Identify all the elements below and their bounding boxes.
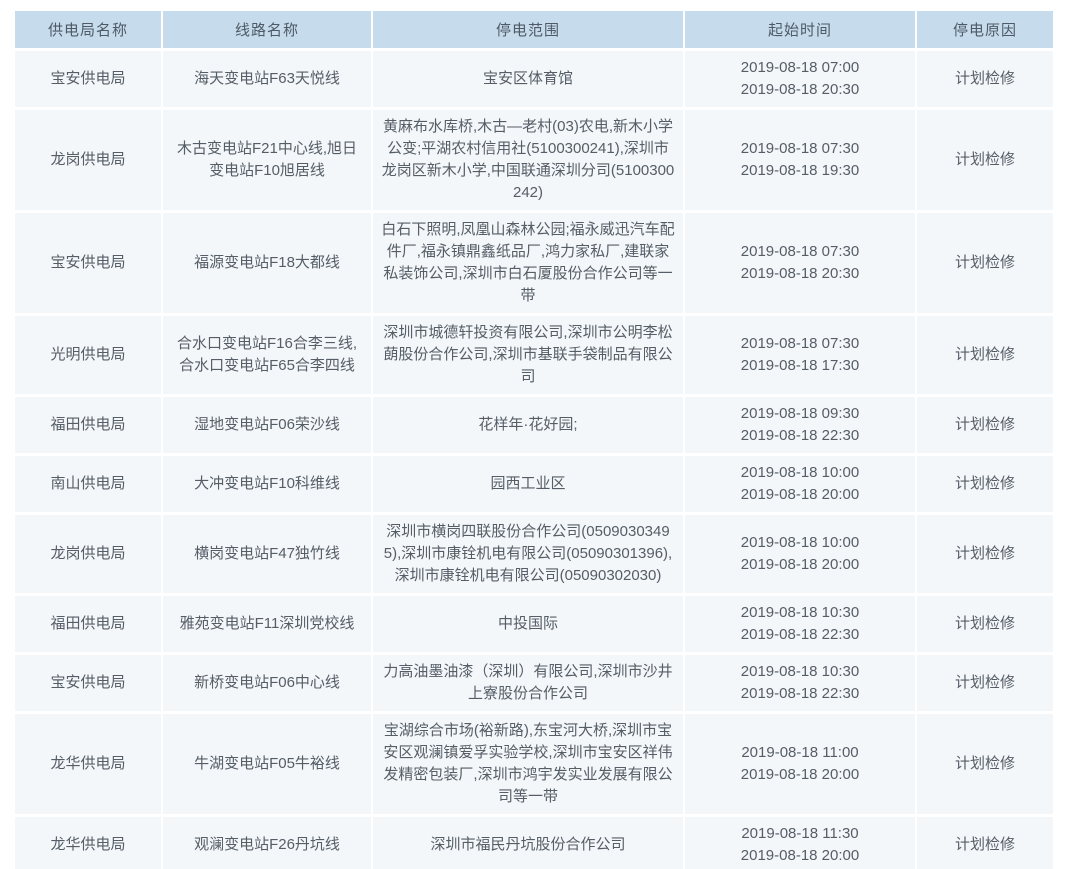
table-row: 龙华供电局 牛湖变电站F05牛裕线 宝湖综合市场(裕新路),东宝河大桥,深圳市宝… xyxy=(14,712,1054,815)
time-end: 2019-08-18 22:30 xyxy=(740,427,860,444)
cell-time: 2019-08-18 07:00 2019-08-18 20:30 xyxy=(684,49,916,108)
cell-scope: 花样年·花好园; xyxy=(372,395,684,454)
table-row: 龙华供电局 观澜变电站F26丹坑线 深圳市福民丹坑股份合作公司 2019-08-… xyxy=(14,815,1054,869)
table-row: 光明供电局 合水口变电站F16合李三线,合水口变电站F65合李四线 深圳市城德轩… xyxy=(14,314,1054,395)
time-start: 2019-08-18 07:00 xyxy=(740,59,860,76)
time-start: 2019-08-18 10:30 xyxy=(740,604,860,621)
col-header-bureau: 供电局名称 xyxy=(14,10,162,49)
time-start: 2019-08-18 07:30 xyxy=(740,243,860,260)
cell-line: 木古变电站F21中心线,旭日变电站F10旭居线 xyxy=(162,108,372,211)
cell-reason: 计划检修 xyxy=(916,594,1054,653)
cell-bureau: 龙华供电局 xyxy=(14,712,162,815)
cell-scope: 园西工业区 xyxy=(372,454,684,513)
cell-reason: 计划检修 xyxy=(916,395,1054,454)
cell-bureau: 南山供电局 xyxy=(14,454,162,513)
cell-bureau: 福田供电局 xyxy=(14,395,162,454)
cell-line: 合水口变电站F16合李三线,合水口变电站F65合李四线 xyxy=(162,314,372,395)
cell-scope: 深圳市福民丹坑股份合作公司 xyxy=(372,815,684,869)
cell-bureau: 光明供电局 xyxy=(14,314,162,395)
cell-bureau: 福田供电局 xyxy=(14,594,162,653)
table-row: 宝安供电局 新桥变电站F06中心线 力高油墨油漆（深圳）有限公司,深圳市沙井上寮… xyxy=(14,653,1054,712)
cell-line: 横岗变电站F47独竹线 xyxy=(162,513,372,594)
time-end: 2019-08-18 20:00 xyxy=(740,847,860,864)
cell-line: 湿地变电站F06荣沙线 xyxy=(162,395,372,454)
time-start: 2019-08-18 10:00 xyxy=(740,464,860,481)
cell-scope: 中投国际 xyxy=(372,594,684,653)
col-header-line: 线路名称 xyxy=(162,10,372,49)
table-row: 龙岗供电局 横岗变电站F47独竹线 深圳市横岗四联股份合作公司(05090303… xyxy=(14,513,1054,594)
col-header-scope: 停电范围 xyxy=(372,10,684,49)
time-start: 2019-08-18 07:30 xyxy=(740,140,860,157)
cell-reason: 计划检修 xyxy=(916,712,1054,815)
table-row: 龙岗供电局 木古变电站F21中心线,旭日变电站F10旭居线 黄麻布水库桥,木古—… xyxy=(14,108,1054,211)
cell-line: 海天变电站F63天悦线 xyxy=(162,49,372,108)
cell-reason: 计划检修 xyxy=(916,454,1054,513)
cell-time: 2019-08-18 09:30 2019-08-18 22:30 xyxy=(684,395,916,454)
cell-line: 大冲变电站F10科维线 xyxy=(162,454,372,513)
cell-time: 2019-08-18 11:00 2019-08-18 20:00 xyxy=(684,712,916,815)
cell-line: 牛湖变电站F05牛裕线 xyxy=(162,712,372,815)
time-end: 2019-08-18 20:30 xyxy=(740,265,860,282)
cell-bureau: 宝安供电局 xyxy=(14,211,162,314)
time-start: 2019-08-18 09:30 xyxy=(740,405,860,422)
cell-reason: 计划检修 xyxy=(916,108,1054,211)
col-header-reason: 停电原因 xyxy=(916,10,1054,49)
cell-bureau: 宝安供电局 xyxy=(14,49,162,108)
cell-scope: 力高油墨油漆（深圳）有限公司,深圳市沙井上寮股份合作公司 xyxy=(372,653,684,712)
cell-bureau: 宝安供电局 xyxy=(14,653,162,712)
cell-scope: 深圳市横岗四联股份合作公司(05090303495),深圳市康铨机电有限公司(0… xyxy=(372,513,684,594)
time-end: 2019-08-18 22:30 xyxy=(740,626,860,643)
cell-line: 观澜变电站F26丹坑线 xyxy=(162,815,372,869)
table-body: 宝安供电局 海天变电站F63天悦线 宝安区体育馆 2019-08-18 07:0… xyxy=(14,49,1054,869)
cell-time: 2019-08-18 10:30 2019-08-18 22:30 xyxy=(684,653,916,712)
cell-time: 2019-08-18 11:30 2019-08-18 20:00 xyxy=(684,815,916,869)
table-row: 南山供电局 大冲变电站F10科维线 园西工业区 2019-08-18 10:00… xyxy=(14,454,1054,513)
time-start: 2019-08-18 11:00 xyxy=(741,744,859,761)
cell-line: 雅苑变电站F11深圳党校线 xyxy=(162,594,372,653)
col-header-time: 起始时间 xyxy=(684,10,916,49)
time-end: 2019-08-18 20:00 xyxy=(740,556,860,573)
time-start: 2019-08-18 11:30 xyxy=(741,825,859,842)
time-start: 2019-08-18 10:00 xyxy=(740,534,860,551)
time-end: 2019-08-18 19:30 xyxy=(740,162,860,179)
cell-reason: 计划检修 xyxy=(916,513,1054,594)
cell-bureau: 龙华供电局 xyxy=(14,815,162,869)
cell-time: 2019-08-18 10:00 2019-08-18 20:00 xyxy=(684,513,916,594)
time-end: 2019-08-18 20:30 xyxy=(740,81,860,98)
cell-line: 新桥变电站F06中心线 xyxy=(162,653,372,712)
cell-scope: 宝湖综合市场(裕新路),东宝河大桥,深圳市宝安区观澜镇爱孚实验学校,深圳市宝安区… xyxy=(372,712,684,815)
cell-time: 2019-08-18 10:30 2019-08-18 22:30 xyxy=(684,594,916,653)
outage-table: 供电局名称 线路名称 停电范围 起始时间 停电原因 宝安供电局 海天变电站F63… xyxy=(14,10,1054,869)
table-row: 福田供电局 雅苑变电站F11深圳党校线 中投国际 2019-08-18 10:3… xyxy=(14,594,1054,653)
cell-scope: 白石下照明,凤凰山森林公园;福永威迅汽车配件厂,福永镇鼎鑫纸品厂,鸿力家私厂,建… xyxy=(372,211,684,314)
cell-scope: 深圳市城德轩投资有限公司,深圳市公明李松蓢股份合作公司,深圳市基联手袋制品有限公… xyxy=(372,314,684,395)
cell-scope: 宝安区体育馆 xyxy=(372,49,684,108)
cell-scope: 黄麻布水库桥,木古—老村(03)农电,新木小学公变;平湖农村信用社(510030… xyxy=(372,108,684,211)
cell-bureau: 龙岗供电局 xyxy=(14,108,162,211)
cell-line: 福源变电站F18大都线 xyxy=(162,211,372,314)
table-row: 宝安供电局 海天变电站F63天悦线 宝安区体育馆 2019-08-18 07:0… xyxy=(14,49,1054,108)
time-end: 2019-08-18 22:30 xyxy=(740,685,860,702)
cell-bureau: 龙岗供电局 xyxy=(14,513,162,594)
time-end: 2019-08-18 20:00 xyxy=(740,486,860,503)
table-row: 福田供电局 湿地变电站F06荣沙线 花样年·花好园; 2019-08-18 09… xyxy=(14,395,1054,454)
time-start: 2019-08-18 07:30 xyxy=(740,335,860,352)
cell-reason: 计划检修 xyxy=(916,653,1054,712)
cell-time: 2019-08-18 07:30 2019-08-18 17:30 xyxy=(684,314,916,395)
table-row: 宝安供电局 福源变电站F18大都线 白石下照明,凤凰山森林公园;福永威迅汽车配件… xyxy=(14,211,1054,314)
cell-reason: 计划检修 xyxy=(916,211,1054,314)
time-end: 2019-08-18 20:00 xyxy=(740,766,860,783)
cell-reason: 计划检修 xyxy=(916,49,1054,108)
cell-reason: 计划检修 xyxy=(916,314,1054,395)
time-start: 2019-08-18 10:30 xyxy=(740,663,860,680)
cell-time: 2019-08-18 07:30 2019-08-18 20:30 xyxy=(684,211,916,314)
cell-time: 2019-08-18 07:30 2019-08-18 19:30 xyxy=(684,108,916,211)
header-row: 供电局名称 线路名称 停电范围 起始时间 停电原因 xyxy=(14,10,1054,49)
cell-time: 2019-08-18 10:00 2019-08-18 20:00 xyxy=(684,454,916,513)
time-end: 2019-08-18 17:30 xyxy=(740,357,860,374)
cell-reason: 计划检修 xyxy=(916,815,1054,869)
